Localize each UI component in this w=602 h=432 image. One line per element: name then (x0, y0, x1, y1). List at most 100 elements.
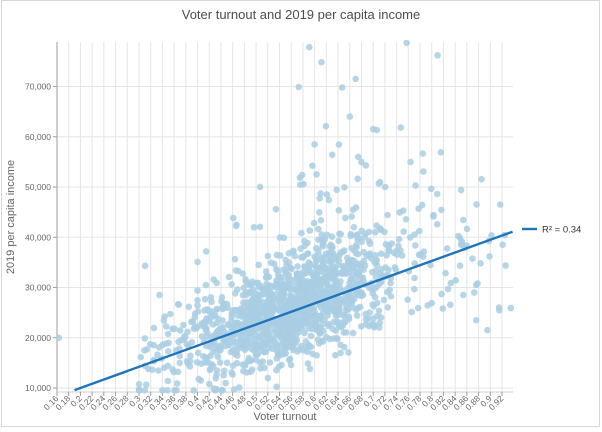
scatter-point (141, 335, 149, 342)
scatter-point (213, 306, 221, 313)
scatter-point (243, 334, 251, 341)
scatter-point (276, 307, 284, 315)
scatter-point (276, 332, 283, 339)
scatter-point (273, 355, 280, 362)
scatter-point (502, 262, 509, 269)
scatter-point (264, 273, 271, 281)
scatter-point (141, 262, 149, 270)
scatter-point (323, 274, 331, 282)
scatter-point (337, 230, 345, 238)
scatter-point (217, 346, 224, 354)
scatter-point (411, 274, 418, 282)
scatter-point (335, 141, 343, 148)
scatter-point (499, 241, 507, 248)
scatter-point (331, 297, 338, 305)
scatter-point (324, 284, 332, 291)
scatter-point (370, 324, 378, 331)
scatter-point (248, 329, 255, 337)
scatter-point (427, 185, 435, 193)
scatter-point (254, 279, 262, 287)
scatter-point (220, 300, 228, 308)
scatter-point (402, 216, 410, 223)
scatter-point (315, 340, 323, 347)
scatter-point (306, 227, 314, 234)
scatter-point (370, 302, 378, 310)
scatter-point (395, 242, 402, 250)
scatter-point (238, 313, 245, 320)
scatter-point (287, 293, 295, 301)
scatter-point (228, 281, 235, 288)
scatter-point (272, 205, 280, 213)
scatter-point (212, 345, 219, 353)
scatter-point (242, 362, 249, 369)
scatter-point (366, 240, 374, 248)
scatter-point (294, 263, 301, 270)
y-axis-title: 2019 per capita income (5, 160, 17, 274)
scatter-point (248, 316, 255, 324)
scatter-point (507, 304, 514, 312)
scatter-point (420, 168, 427, 175)
scatter-point (443, 245, 451, 252)
scatter-point (412, 242, 419, 249)
scatter-point (484, 326, 491, 334)
scatter-point (309, 162, 316, 169)
scatter-point (304, 348, 311, 356)
scatter-point (285, 259, 293, 266)
scatter-point (345, 269, 352, 276)
scatter-point (301, 329, 308, 337)
scatter-point (393, 247, 401, 255)
scatter-point (345, 349, 352, 356)
scatter-point (135, 380, 143, 388)
scatter-point (416, 227, 423, 235)
scatter-point (155, 367, 162, 374)
scatter-point (430, 211, 437, 219)
scatter-point (347, 232, 355, 240)
scatter-point (352, 204, 360, 211)
scatter-point (316, 195, 324, 202)
scatter-point (231, 255, 239, 263)
scatter-point (313, 244, 320, 252)
scatter-point (337, 349, 344, 357)
scatter-point (176, 345, 183, 352)
scatter-point (216, 359, 224, 366)
scatter-point (350, 257, 358, 265)
scatter-point (233, 359, 241, 367)
scatter-point (400, 228, 408, 235)
scatter-point (340, 329, 348, 336)
scatter-point (378, 265, 385, 273)
scatter-point (230, 386, 238, 393)
scatter-point (457, 186, 465, 194)
scatter-point (263, 280, 271, 288)
scatter-point (278, 324, 286, 331)
scatter-point (184, 328, 191, 336)
scatter-point (266, 359, 274, 366)
scatter-point (314, 277, 322, 285)
scatter-point (317, 217, 325, 224)
scatter-point (361, 262, 369, 269)
scatter-point (215, 327, 222, 334)
scatter-point (254, 296, 262, 304)
scatter-point (313, 269, 321, 277)
scatter-point (311, 253, 318, 260)
scatter-point (407, 158, 414, 166)
scatter-point (322, 291, 330, 299)
scatter-point (335, 237, 343, 245)
scatter-point (382, 241, 390, 248)
scatter-point (264, 287, 271, 295)
scatter-point (353, 243, 360, 251)
scatter-point (353, 312, 361, 319)
scatter-point (412, 182, 419, 189)
scatter-point (277, 349, 284, 357)
scatter-point (322, 122, 330, 130)
scatter-point (311, 141, 318, 148)
scatter-point (294, 270, 301, 277)
legend: R² = 0.34 (522, 225, 581, 236)
scatter-point (343, 295, 351, 302)
scatter-point (273, 366, 280, 374)
scatter-point (427, 261, 434, 269)
scatter-point (478, 175, 485, 183)
scatter-point (327, 269, 335, 276)
scatter-point (335, 207, 343, 214)
